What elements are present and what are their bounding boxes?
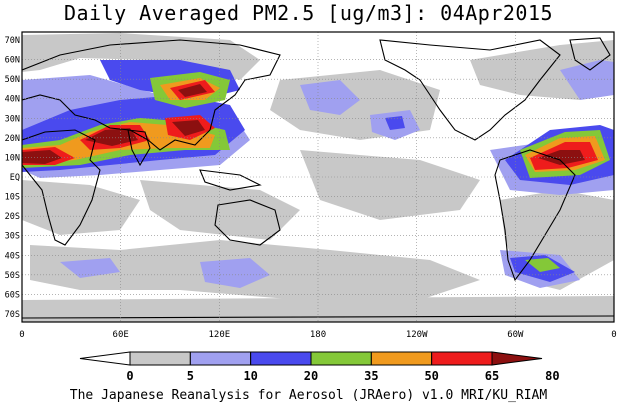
colorbar-tick-label: 80 (545, 369, 559, 383)
lat-label: 10S (5, 193, 20, 203)
lat-label: 30N (5, 114, 20, 124)
colorbar-upper-arrow (491, 351, 543, 366)
colorbar-segment (189, 351, 252, 366)
lon-label: 180 (310, 330, 326, 340)
lat-label: 70S (5, 310, 20, 320)
colorbar-segment (129, 351, 191, 366)
attribution-footer: The Japanese Reanalysis for Aerosol (JRA… (69, 388, 548, 403)
map-title: Daily Averaged PM2.5 [ug/m3]: 04Apr2015 (63, 1, 554, 25)
lat-label: 40N (5, 95, 20, 105)
colorbar-tick-label: 50 (424, 369, 438, 383)
lat-label: 50N (5, 75, 20, 85)
colorbar-segment (370, 351, 433, 366)
colorbar (79, 351, 543, 366)
colorbar-segment (310, 351, 372, 366)
lon-label: 0 (19, 330, 24, 340)
field-level-above-80 (22, 84, 585, 165)
colorbar-segment (431, 351, 493, 366)
lat-label: 60N (5, 56, 20, 66)
lat-label: 20S (5, 212, 20, 222)
lon-label: 120W (406, 330, 428, 340)
colorbar-tick-label: 10 (243, 369, 257, 383)
lat-label: 30S (5, 232, 20, 242)
lat-label: 20N (5, 134, 20, 144)
colorbar-tick-label: 5 (187, 369, 194, 383)
colorbar-lower-arrow (79, 351, 131, 366)
colorbar-segment (250, 351, 312, 366)
colorbar-ticks: 0 5 10 20 35 50 65 80 (126, 369, 559, 383)
colorbar-tick-label: 35 (364, 369, 378, 383)
lon-label: 120E (208, 330, 230, 340)
colorbar-tick-label: 20 (304, 369, 318, 383)
lat-label: 70N (5, 36, 20, 46)
colorbar-tick-label: 65 (485, 369, 499, 383)
lat-label: EQ (10, 173, 20, 183)
lat-label: 40S (5, 251, 20, 261)
longitude-labels: 0 60E 120E 180 120W 60W 0 (19, 330, 616, 340)
lat-label: 50S (5, 271, 20, 281)
lat-label: 60S (5, 290, 20, 300)
latitude-labels: 70N 60N 50N 40N 30N 20N 10N EQ 10S 20S 30S 40S 50S 60… (5, 36, 20, 320)
colorbar-tick-label: 0 (126, 369, 133, 383)
lon-label: 60E (113, 330, 129, 340)
gridlines (22, 32, 614, 322)
lon-label: 60W (507, 330, 524, 340)
concentration-field (22, 33, 614, 322)
lat-label: 10N (5, 153, 20, 163)
lon-label: 0 (611, 330, 616, 340)
map-frame (21, 31, 615, 323)
